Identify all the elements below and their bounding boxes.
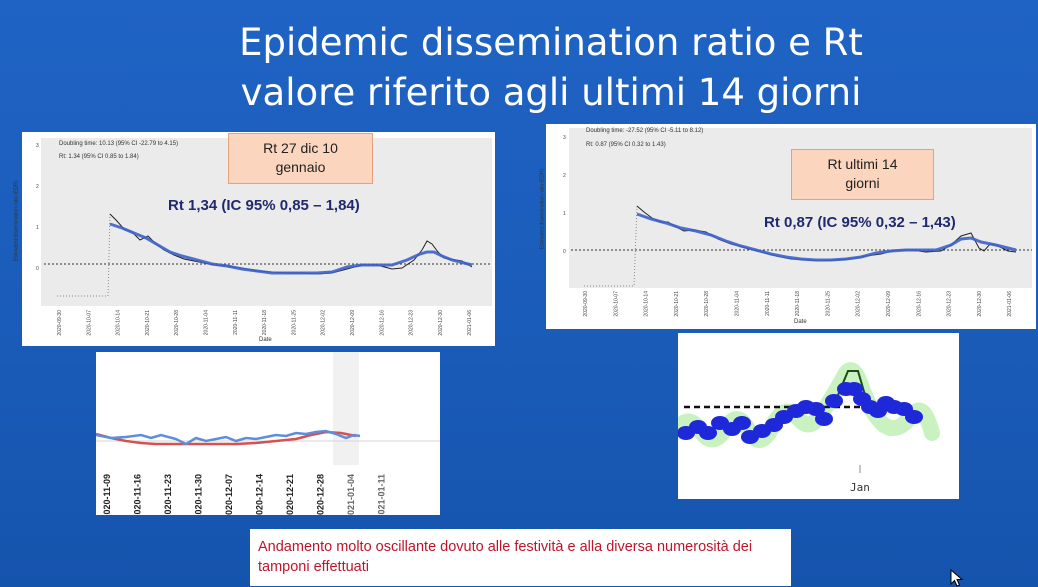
- chart-right-blue-line: [636, 212, 1017, 262]
- x-tick-label: 2020-11-30: [194, 474, 204, 515]
- chart-right-doubling-text: Doubling time: -27.52 (95% CI -5.11 to 8…: [586, 128, 704, 134]
- x-tick-label: 2020-12-23: [947, 291, 953, 317]
- x-tick-label: 2020-10-07: [86, 310, 92, 336]
- x-tick-label: 2020-12-28: [316, 474, 326, 515]
- x-tick-label: 2020-10-28: [704, 291, 710, 317]
- chart-left-rt-text: Rt: 1.34 (95% CI 0.85 to 1.84): [59, 154, 139, 160]
- chart-left-blue-line: [109, 222, 473, 275]
- data-point: [905, 410, 923, 424]
- chart-left-ylabel: Estimated dissemination ratio (EDR): [13, 180, 20, 262]
- chart-left-black-line: [109, 213, 473, 275]
- chart-bottom-left-shade: [333, 352, 359, 465]
- x-tick-label: 2020-12-16: [916, 291, 922, 317]
- x-tick-label: 2020-10-07: [613, 291, 619, 317]
- x-tick-label: 2020-12-02: [856, 291, 862, 317]
- x-tick-label: 2020-12-14: [255, 474, 265, 515]
- data-point: [733, 416, 751, 430]
- note-box: Andamento molto oscillante dovuto alle f…: [250, 529, 791, 586]
- x-tick-label: 2020-12-30: [977, 291, 983, 317]
- x-tick-label: 2021-01-11: [377, 474, 387, 515]
- chart-right-annotation-box: Rt ultimi 14 giorni: [791, 149, 934, 200]
- chart-bottom-left-red-line: [96, 430, 357, 446]
- chart-right-rt-label: Rt 0,87 (IC 95% 0,32 – 1,43): [764, 214, 956, 231]
- x-tick-label: 2020-11-16: [133, 474, 143, 515]
- y-tick-label: 2: [36, 184, 39, 190]
- x-tick-label: 2021-01-04: [346, 474, 356, 515]
- x-tick-label: 2020-11-18: [262, 310, 268, 335]
- chart-right-svg: 3 2 1 0 2020-09-30 2020-10-07 2020-10-14 2020-1…: [563, 135, 1032, 317]
- chart-right-dotted-line: [584, 205, 638, 287]
- x-tick-label: 2020-10-21: [145, 310, 151, 336]
- chart-bottom-right-svg: Jan: [678, 362, 940, 494]
- y-tick-label: 3: [36, 143, 39, 149]
- data-point: [815, 412, 833, 426]
- x-tick-label: 2020-10-14: [644, 291, 650, 317]
- x-tick-label: 2020-11-23: [163, 474, 173, 515]
- x-tick-label: 2020-12-09: [350, 310, 356, 336]
- x-tick-label: 2020-10-14: [116, 310, 122, 336]
- chart-bottom-left-panel: 2020-11-09 2020-11-16 2020-11-23 2020-11-30…: [96, 352, 440, 515]
- x-tick-label: 2020-12-16: [379, 310, 385, 336]
- y-tick-label: 1: [36, 225, 39, 231]
- chart-right-xlabel: Date: [794, 319, 807, 325]
- chart-right-box-line1: Rt ultimi 14: [827, 156, 898, 172]
- chart-bottom-right-x-tick: Jan: [850, 481, 870, 494]
- y-tick-label: 0: [36, 266, 39, 272]
- x-tick-label: 2020-12-02: [321, 310, 327, 336]
- x-tick-label: 2021-01-06: [1007, 291, 1013, 317]
- x-tick-label: 2020-11-25: [825, 291, 831, 316]
- x-tick-label: 2020-12-07: [224, 474, 234, 515]
- note-text: Andamento molto oscillante dovuto alle f…: [258, 539, 753, 575]
- chart-left-box-line1: Rt 27 dic 10: [263, 140, 338, 156]
- x-tick-label: 2020-11-11: [765, 291, 771, 316]
- chart-right-panel: Doubling time: -27.52 (95% CI -5.11 to 8…: [539, 124, 1036, 329]
- chart-left-xlabel: Date: [259, 337, 272, 343]
- x-tick-label: 2021-01-06: [467, 310, 473, 336]
- x-tick-label: 2020-12-30: [438, 310, 444, 336]
- x-tick-label: 2020-12-23: [409, 310, 415, 336]
- y-tick-label: 1: [563, 211, 566, 217]
- title-line-2: valore riferito agli ultimi 14 giorni: [240, 71, 862, 114]
- chart-left-doubling-text: Doubling time: 10.13 (95% CI -22.79 to 4…: [59, 141, 179, 147]
- data-point: [807, 402, 825, 416]
- chart-bottom-right-panel: Jan: [678, 333, 959, 499]
- x-tick-label: 2020-10-28: [174, 310, 180, 336]
- chart-left-box-line2: gennaio: [275, 159, 326, 175]
- chart-left-svg: 3 2 1 0 2020-09-30 2020-10-07 2020-10-14 2020-1…: [36, 143, 492, 336]
- x-tick-label: 2020-11-11: [233, 310, 239, 335]
- slide-title: Epidemic dissemination ratio e Rt valore…: [0, 18, 1038, 118]
- x-tick-label: 2020-11-18: [795, 291, 801, 316]
- data-point: [825, 394, 843, 408]
- chart-bottom-left-svg: 2020-11-09 2020-11-16 2020-11-23 2020-11-30…: [96, 429, 440, 515]
- x-tick-label: 2020-12-09: [886, 291, 892, 317]
- y-tick-label: 3: [563, 135, 566, 141]
- x-tick-label: 2020-09-30: [583, 291, 589, 317]
- chart-left-rt-label: Rt 1,34 (IC 95% 0,85 – 1,84): [168, 197, 360, 214]
- x-tick-label: 2020-10-21: [674, 291, 680, 317]
- x-tick-label: 2020-11-09: [102, 474, 112, 515]
- chart-right-ylabel: Estimated dissemination ratio (EDR): [539, 168, 546, 250]
- y-tick-label: 0: [563, 249, 566, 255]
- chart-right-box-line2: giorni: [845, 175, 880, 191]
- data-point: [699, 426, 717, 440]
- mouse-cursor-icon: [950, 569, 964, 587]
- chart-left-panel: Doubling time: 10.13 (95% CI -22.79 to 4…: [13, 132, 495, 346]
- chart-left-dotted-line: [57, 213, 111, 297]
- x-tick-label: 2020-11-25: [291, 310, 297, 335]
- x-tick-label: 2020-12-21: [285, 474, 295, 515]
- x-tick-label: 2020-11-04: [204, 310, 210, 335]
- data-point: [845, 382, 863, 396]
- chart-right-rt-text: Rt: 0.87 (95% CI 0.32 to 1.43): [586, 142, 666, 148]
- y-tick-label: 2: [563, 173, 566, 179]
- chart-left-annotation-box: Rt 27 dic 10 gennaio: [228, 133, 373, 184]
- chart-bottom-left-blue-line: [96, 429, 361, 446]
- title-line-1: Epidemic dissemination ratio e Rt: [239, 21, 863, 64]
- x-tick-label: 2020-11-04: [735, 291, 741, 316]
- x-tick-label: 2020-09-30: [57, 310, 63, 336]
